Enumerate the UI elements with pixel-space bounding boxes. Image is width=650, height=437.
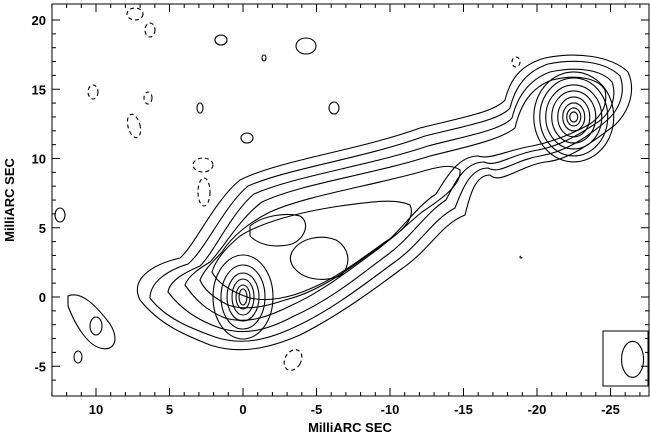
isolated-contour bbox=[328, 101, 340, 115]
isolated-contour bbox=[261, 54, 267, 62]
y-tick-label: 20 bbox=[32, 13, 46, 28]
y-axis-label: MilliARC SEC bbox=[2, 158, 17, 242]
core-contour-2 bbox=[220, 264, 266, 330]
y-tick-label: 0 bbox=[39, 290, 46, 305]
hole-contour-1 bbox=[249, 213, 307, 247]
hole-contour-2 bbox=[289, 236, 349, 280]
isolated-contour bbox=[214, 34, 228, 46]
negative-contour bbox=[126, 7, 144, 21]
x-tick-label: 0 bbox=[239, 402, 246, 417]
negative-contour bbox=[87, 84, 99, 100]
inner-contour-6 bbox=[211, 200, 412, 301]
x-tick-label: 10 bbox=[89, 402, 103, 417]
y-tick-label: -5 bbox=[34, 359, 46, 374]
y-tick-label: 5 bbox=[39, 221, 46, 236]
mid-contour-4 bbox=[184, 76, 607, 321]
negative-contour bbox=[283, 349, 303, 371]
isolated-contour bbox=[196, 102, 204, 114]
isolated-contour bbox=[54, 207, 66, 223]
x-ticks: 10 5 0 -5 -10 -15 -20 -25 bbox=[51, 4, 641, 417]
plot-frame bbox=[51, 3, 650, 397]
core-contour-4 bbox=[231, 278, 255, 316]
x-tick-label: -20 bbox=[528, 402, 547, 417]
mid-contour-5 bbox=[199, 165, 461, 309]
x-tick-label: -10 bbox=[381, 402, 400, 417]
lobe-contour-7 bbox=[566, 107, 582, 127]
outer-contour-1 bbox=[137, 54, 633, 351]
lobe-contour-8 bbox=[569, 111, 579, 123]
isolated-contour bbox=[89, 316, 103, 336]
lobe-contour-6 bbox=[562, 102, 586, 132]
core-contour-6 bbox=[238, 288, 248, 306]
lobe-contour-1 bbox=[533, 71, 615, 163]
y-tick-label: 15 bbox=[32, 82, 46, 97]
y-ticks: -5 0 5 10 15 20 bbox=[32, 13, 649, 381]
negative-contour bbox=[143, 91, 153, 105]
negative-contour bbox=[126, 113, 142, 139]
core-contour-3 bbox=[226, 272, 260, 322]
negative-contour bbox=[192, 157, 214, 173]
negative-contour bbox=[144, 22, 156, 38]
contour-lines bbox=[54, 7, 649, 387]
outer-contour-3 bbox=[167, 68, 615, 333]
negative-contour bbox=[197, 177, 211, 207]
x-axis-label: MilliARC SEC bbox=[308, 420, 392, 435]
negative-contour bbox=[519, 255, 523, 259]
isolated-contour bbox=[240, 132, 254, 144]
beam-box bbox=[602, 330, 649, 387]
lobe-contour-2 bbox=[539, 77, 609, 157]
lobe-contour-5 bbox=[557, 96, 591, 138]
lobe-contour-3 bbox=[545, 84, 603, 150]
x-tick-label: -5 bbox=[311, 402, 323, 417]
y-tick-label: 10 bbox=[32, 152, 46, 167]
isolated-contour-blob bbox=[67, 294, 116, 350]
beam-ellipse bbox=[620, 340, 645, 378]
x-tick-label: 5 bbox=[166, 402, 173, 417]
isolated-contour bbox=[295, 37, 317, 55]
isolated-contour bbox=[73, 350, 83, 364]
core-contour-5 bbox=[235, 284, 251, 310]
core-contour-1 bbox=[212, 254, 274, 340]
negative-contour bbox=[511, 56, 521, 68]
lobe-contour-4 bbox=[551, 90, 597, 144]
x-tick-label: -25 bbox=[601, 402, 620, 417]
x-tick-label: -15 bbox=[454, 402, 473, 417]
